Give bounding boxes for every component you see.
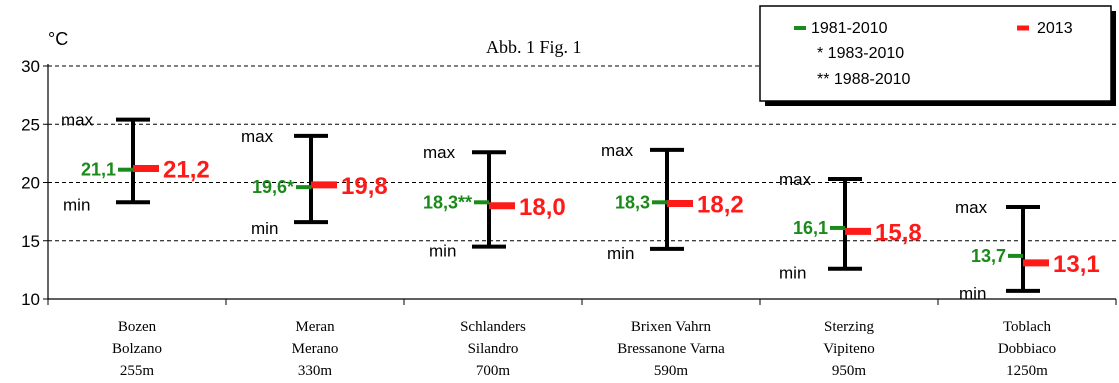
station-1-category-line-0: Meran — [295, 319, 335, 335]
station-5-min-label: min — [959, 284, 986, 303]
legend-note-1983-2010: * 1983-2010 — [817, 45, 904, 62]
station-4-mean-label: 16,1 — [793, 218, 828, 238]
station-0-2013-label: 21,2 — [163, 157, 210, 184]
station-0-mean-label: 21,1 — [81, 160, 116, 180]
station-5-category-line-1: Dobbiaco — [998, 341, 1056, 357]
station-1-2013-label: 19,8 — [341, 173, 388, 200]
station-2-category-line-1: Silandro — [468, 341, 519, 357]
legend-label-1981-2010: 1981-2010 — [811, 20, 888, 37]
station-2-category-line-2: 700m — [476, 363, 511, 379]
station-0-max-label: max — [61, 111, 94, 130]
station-0-category-line-0: Bozen — [118, 319, 157, 335]
y-tick-label-30: 30 — [21, 57, 40, 76]
station-0-min-label: min — [63, 195, 90, 214]
station-4-max-label: max — [779, 170, 812, 189]
y-tick-label-10: 10 — [21, 290, 40, 309]
station-2-min-label: min — [429, 242, 456, 261]
station-5-max-label: max — [955, 198, 988, 217]
station-4-2013-label: 15,8 — [875, 219, 922, 246]
y-tick-label-25: 25 — [21, 115, 40, 134]
y-axis-unit-label: °C — [48, 29, 68, 49]
station-2-category-line-0: Schlanders — [460, 319, 526, 335]
station-4-min-label: min — [779, 264, 806, 283]
station-4-category-line-0: Sterzing — [824, 319, 874, 335]
legend: 1981-2010 2013 * 1983-2010 ** 1988-2010 — [759, 5, 1116, 106]
station-3-category-line-2: 590m — [654, 363, 689, 379]
station-5-category-line-2: 1250m — [1006, 363, 1048, 379]
station-2-max-label: max — [423, 143, 456, 162]
station-4-category-line-2: 950m — [832, 363, 867, 379]
legend-note-1988-2010: ** 1988-2010 — [817, 71, 911, 88]
station-1-mean-label: 19,6* — [252, 177, 294, 197]
y-tick-label-20: 20 — [21, 174, 40, 193]
station-2-mean-label: 18,3** — [423, 192, 472, 212]
station-3-category-line-1: Bressanone Varna — [617, 341, 725, 357]
axes: 10 15 20 25 30 Bozen Bolzano 255m Meran Merano 330… — [21, 57, 1117, 379]
data-marks: 21,1 21,2 max min 19,6* 19,8 max min 18,3** 18,0 m… — [61, 111, 1100, 303]
station-5-2013-label: 13,1 — [1053, 251, 1100, 278]
station-1-max-label: max — [241, 127, 274, 146]
station-3-2013-label: 18,2 — [697, 191, 744, 218]
station-3-mean-label: 18,3 — [615, 192, 650, 212]
legend-box — [759, 5, 1112, 102]
legend-label-2013: 2013 — [1037, 20, 1073, 37]
station-5-category-line-0: Toblach — [1003, 319, 1052, 335]
station-0-category-line-2: 255m — [120, 363, 155, 379]
station-3-category-line-0: Brixen Vahrn — [631, 319, 712, 335]
station-5-mean-label: 13,7 — [971, 246, 1006, 266]
station-4-category-line-1: Vipiteno — [823, 341, 875, 357]
y-tick-label-15: 15 — [21, 232, 40, 251]
station-3-max-label: max — [601, 141, 634, 160]
station-2-2013-label: 18,0 — [519, 194, 566, 221]
station-0-category-line-1: Bolzano — [112, 341, 162, 357]
chart-title: Abb. 1 Fig. 1 — [486, 37, 582, 57]
station-1-category-line-2: 330m — [298, 363, 333, 379]
station-1-category-line-1: Merano — [292, 341, 339, 357]
station-1-min-label: min — [251, 219, 278, 238]
station-3-min-label: min — [607, 244, 634, 263]
